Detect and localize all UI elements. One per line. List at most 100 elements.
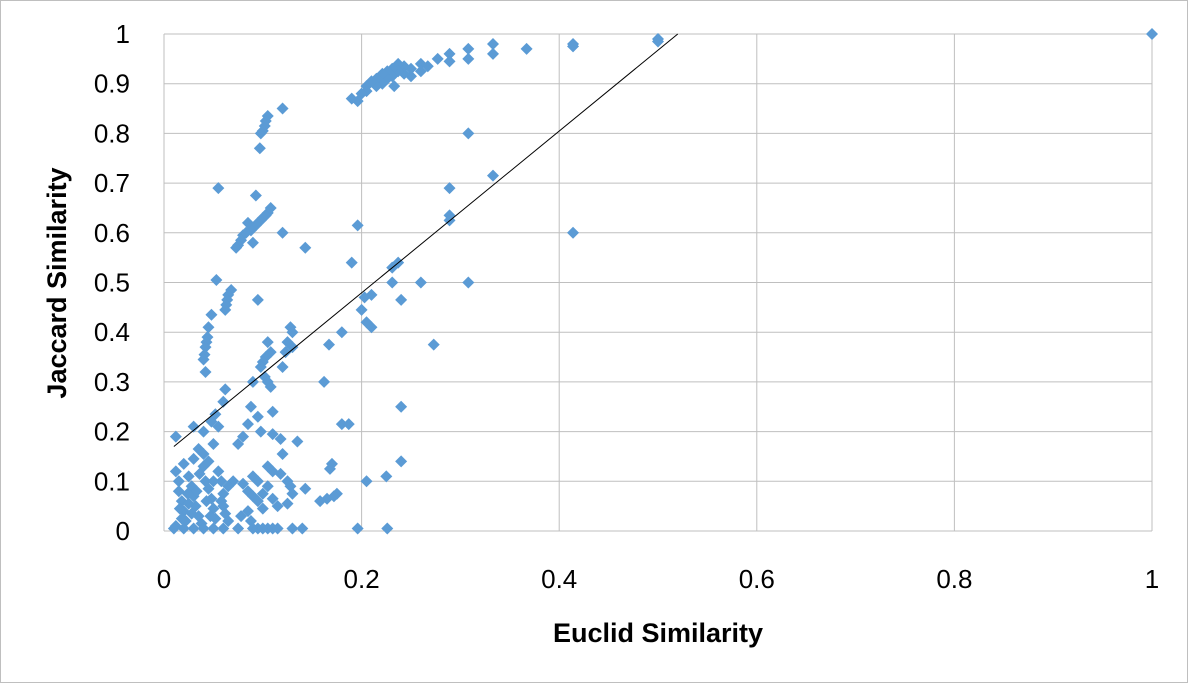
data-point [182, 497, 195, 510]
data-point [169, 465, 182, 478]
data-point [462, 127, 475, 140]
data-point [276, 447, 289, 460]
data-point [276, 102, 289, 115]
data-point [246, 470, 259, 483]
data-point [323, 462, 336, 475]
data-point [322, 338, 335, 351]
data-point [173, 502, 186, 515]
data-points [167, 28, 1158, 535]
data-point [358, 291, 371, 304]
data-point [207, 522, 220, 535]
data-point [251, 293, 264, 306]
data-point [345, 92, 358, 105]
data-point [181, 487, 194, 500]
data-point [388, 80, 401, 93]
x-tick-label: 0.6 [739, 564, 775, 594]
data-point [286, 487, 299, 500]
data-point [335, 326, 348, 339]
x-axis-title: Euclid Similarity [553, 618, 763, 648]
data-point [395, 400, 408, 413]
data-point [355, 303, 368, 316]
data-point [381, 522, 394, 535]
data-point [187, 420, 200, 433]
data-point [274, 433, 287, 446]
data-point [202, 455, 215, 468]
y-axis-ticks: 0 0.1 0.2 0.3 0.4 0.5 0.6 0.7 0.8 0.9 1 [94, 19, 130, 546]
data-point [386, 276, 399, 289]
data-point [318, 375, 331, 388]
data-point [414, 57, 427, 70]
y-tick-label: 0.2 [94, 417, 130, 447]
data-point [175, 512, 188, 525]
data-point [187, 452, 200, 465]
data-point [197, 522, 210, 535]
y-tick-label: 0.1 [94, 466, 130, 496]
data-point [335, 418, 348, 431]
data-point [199, 341, 212, 354]
data-point [244, 400, 257, 413]
data-point [197, 447, 210, 460]
data-point [266, 405, 279, 418]
data-point [212, 420, 225, 433]
data-point [212, 182, 225, 195]
x-tick-label: 0.8 [936, 564, 972, 594]
data-point [1146, 28, 1158, 40]
data-point [299, 241, 312, 254]
data-point [205, 308, 218, 321]
data-point [204, 510, 217, 523]
data-point [264, 380, 277, 393]
data-point [462, 276, 475, 289]
data-point [199, 365, 212, 378]
data-point [652, 35, 664, 48]
data-point [276, 226, 289, 239]
data-point [443, 47, 456, 60]
data-point [256, 502, 269, 515]
y-tick-label: 0.5 [94, 268, 130, 298]
data-point [253, 142, 266, 155]
y-tick-label: 0.4 [94, 317, 130, 347]
data-point [200, 495, 213, 508]
data-point [217, 395, 230, 408]
data-point [219, 383, 232, 396]
x-tick-label: 1 [1145, 564, 1159, 594]
data-point [246, 490, 259, 503]
data-point [232, 438, 245, 451]
data-point [241, 418, 254, 431]
data-point [251, 475, 264, 488]
data-point [462, 42, 475, 55]
data-point [299, 482, 312, 495]
data-point [235, 510, 248, 523]
data-point [487, 169, 500, 182]
data-point [197, 425, 210, 438]
data-point [342, 418, 355, 431]
data-point [351, 522, 364, 535]
data-point [254, 127, 267, 140]
data-point [261, 480, 274, 493]
data-point [351, 219, 364, 232]
gridlines [163, 33, 1153, 532]
data-point [169, 430, 182, 443]
data-point [314, 495, 327, 508]
data-point [286, 522, 299, 535]
data-point [241, 216, 254, 229]
data-point [249, 189, 262, 202]
data-point [462, 52, 475, 65]
data-point [271, 500, 284, 513]
data-point [172, 475, 185, 488]
data-point [274, 467, 287, 480]
data-point [217, 500, 230, 513]
y-tick-label: 0.3 [94, 367, 130, 397]
y-tick-label: 0.6 [94, 218, 130, 248]
data-point [261, 336, 274, 349]
data-point [520, 42, 533, 55]
y-axis-title: Jaccard Similarity [42, 167, 72, 398]
data-point [487, 47, 500, 60]
data-point [172, 485, 185, 498]
data-point [177, 522, 190, 535]
data-point [443, 55, 456, 68]
y-tick-label: 0.8 [94, 118, 130, 148]
data-point [230, 241, 243, 254]
x-tick-label: 0.2 [344, 564, 380, 594]
